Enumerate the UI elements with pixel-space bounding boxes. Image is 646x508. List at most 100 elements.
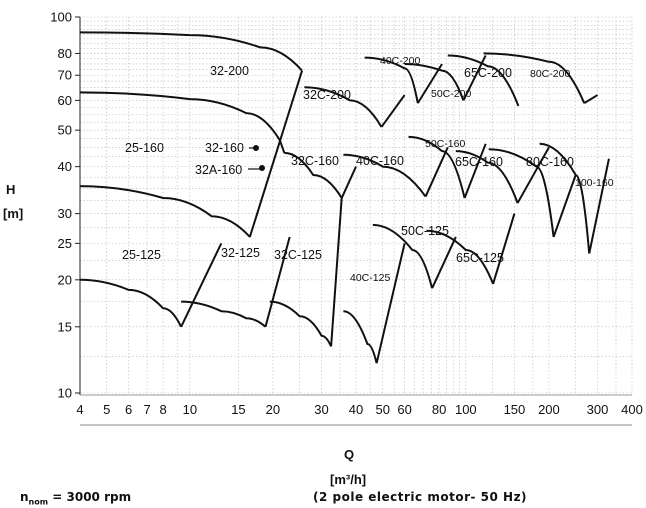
curve-boundary: [330, 197, 343, 347]
tick-labels: 4 5 6 7 8 10 15 20 30 40 50 60 80 100 150 200 300 400 10 15…: [50, 10, 643, 418]
y-tick-label: 25: [58, 236, 72, 251]
curve-boundary: [248, 70, 303, 238]
label-25-160: 25-160: [125, 141, 164, 155]
y-tick-label: 80: [58, 46, 72, 61]
label-65C-200: 65C-200: [464, 66, 512, 80]
x-tick-label: 15: [231, 402, 245, 417]
speed-subscript: nom: [28, 497, 49, 507]
speed-note: nnom = 3000 rpm: [20, 490, 131, 506]
curve-65C-160: [455, 150, 519, 204]
curve-boundary: [340, 166, 357, 199]
curve-boundary: [588, 158, 610, 254]
x-tick-label: 4: [76, 402, 83, 417]
curve-boundary: [180, 242, 223, 328]
curves: [79, 31, 610, 364]
curve-80C-160: [488, 148, 555, 238]
label-32-200: 32-200: [210, 64, 249, 78]
curve-32C-200: [304, 86, 383, 128]
x-tick-label: 40: [349, 402, 363, 417]
curve-65C-125: [426, 229, 495, 285]
label-40C-160: 40C-160: [356, 154, 404, 168]
y-tick-label: 20: [58, 272, 72, 287]
x-tick-label: 8: [159, 402, 166, 417]
label-50C-160: 50C-160: [425, 138, 465, 150]
label-65C-160: 65C-160: [455, 155, 503, 169]
curve-32C-125: [269, 300, 333, 347]
curve-32-160: [79, 91, 281, 141]
label-50C-125: 50C-125: [401, 224, 449, 238]
y-axis-title: H: [6, 182, 15, 197]
curve-32-200: [79, 31, 303, 72]
curve-boundary: [380, 94, 406, 128]
curve-labels: 25-125 25-160 32-125 32-200 32-160 32C-125 32C…: [122, 55, 614, 284]
curve-40C-160: [343, 153, 427, 198]
curve-boundary: [463, 143, 487, 199]
curve-boundary: [462, 55, 487, 101]
label-25-125: 25-125: [122, 248, 161, 262]
y-tick-label: 15: [58, 319, 72, 334]
x-tick-label: 20: [266, 402, 280, 417]
speed-value: = 3000 rpm: [48, 490, 132, 504]
x-tick-label: 100: [455, 402, 477, 417]
curve-25-160: [79, 185, 251, 238]
x-tick-label: 400: [621, 402, 643, 417]
label-32C-160: 32C-160: [291, 154, 339, 168]
curve-65C-200: [447, 54, 520, 107]
label-40C-125: 40C-125: [350, 272, 390, 284]
curve-boundary: [264, 236, 291, 328]
grid: [75, 16, 633, 426]
curve-32C-160: [284, 151, 343, 199]
curve-40C-200: [364, 56, 419, 104]
label-65C-125: 65C-125: [456, 251, 504, 265]
label-50C-200: 50C-200: [431, 88, 471, 100]
curve-boundary: [416, 63, 443, 104]
curve-boundary: [375, 243, 406, 364]
label-100-160: 100-160: [575, 177, 614, 189]
x-tick-label: 80: [432, 402, 446, 417]
y-tick-label: 70: [58, 68, 72, 83]
label-80C-160: 80C-160: [526, 155, 574, 169]
label-32-160: 32-160: [205, 141, 244, 155]
x-tick-label: 50: [376, 402, 390, 417]
x-axis-title: Q: [344, 447, 354, 462]
x-tick-label: 7: [143, 402, 150, 417]
y-tick-label: 10: [58, 386, 72, 401]
y-tick-label: 60: [58, 93, 72, 108]
label-32C-200: 32C-200: [303, 88, 351, 102]
x-axis-unit: [m³/h]: [330, 472, 366, 487]
curve-boundary: [278, 139, 286, 154]
curve-100-160: [539, 142, 591, 254]
x-tick-label: 6: [125, 402, 132, 417]
label-40C-200: 40C-200: [380, 55, 420, 67]
x-tick-label: 30: [314, 402, 328, 417]
y-axis-unit: [m]: [3, 206, 23, 221]
y-tick-label: 100: [50, 10, 72, 25]
curve-50C-200: [404, 63, 465, 101]
marker-32-160: [253, 145, 259, 151]
label-32-125: 32-125: [221, 246, 260, 260]
curve-boundary: [552, 174, 577, 238]
curve-50C-160: [408, 135, 466, 199]
x-tick-label: 200: [538, 402, 560, 417]
x-tick-label: 60: [397, 402, 411, 417]
motor-text: (2 pole electric motor- 50 Hz): [313, 490, 528, 504]
label-32C-125: 32C-125: [274, 248, 322, 262]
curve-40C-125: [343, 310, 378, 364]
curve-boundary: [583, 94, 599, 105]
label-80C-200: 80C-200: [530, 68, 570, 80]
motor-note: (2 pole electric motor- 50 Hz): [313, 490, 527, 504]
x-tick-label: 5: [103, 402, 110, 417]
x-tick-label: 300: [587, 402, 609, 417]
y-tick-label: 40: [58, 159, 72, 174]
label-32A-160: 32A-160: [195, 163, 242, 177]
y-tick-label: 50: [58, 123, 72, 138]
curve-25-125: [79, 278, 182, 328]
curve-boundary: [431, 236, 457, 289]
y-tick-label: 30: [58, 206, 72, 221]
curve-50C-125: [372, 223, 434, 289]
curve-boundary: [492, 213, 516, 285]
speed-symbol: n: [20, 490, 29, 504]
marker-32A-160: [259, 165, 265, 171]
curve-32-125: [181, 300, 267, 328]
